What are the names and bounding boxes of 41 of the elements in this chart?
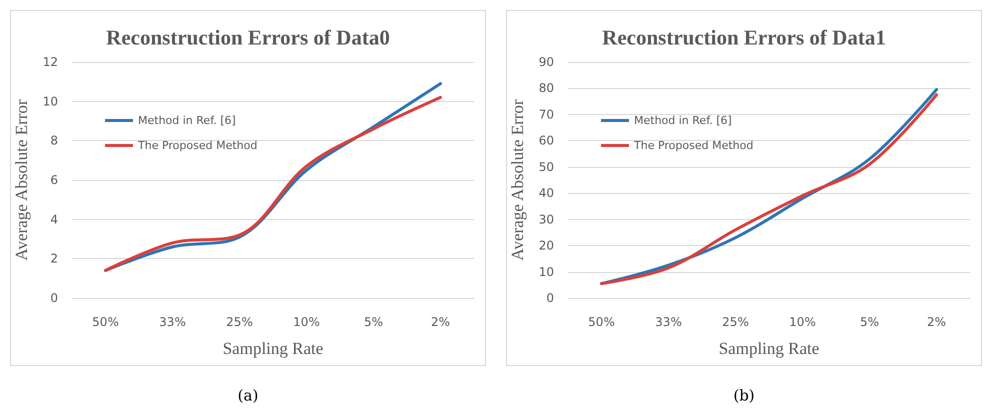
y-tick-label: 0 — [50, 291, 58, 305]
x-tick-label: 33% — [159, 315, 186, 329]
legend-label: The Proposed Method — [633, 139, 754, 152]
x-tick-label: 50% — [588, 315, 615, 329]
y-tick-label: 80 — [538, 81, 554, 96]
x-tick-label: 2% — [926, 315, 946, 329]
y-tick-label: 50 — [538, 160, 554, 174]
x-tick-label: 25% — [226, 315, 253, 329]
text: (a) — [238, 386, 258, 404]
chart-title: Reconstruction Errors of Data1 — [602, 26, 886, 50]
y-tick-label: 20 — [538, 238, 554, 253]
legend-label: The Proposed Method — [137, 139, 258, 152]
y-axis-title: Average Absolute Error — [508, 99, 527, 261]
text: (b) — [733, 386, 755, 404]
x-tick-label: 2% — [430, 315, 450, 329]
y-tick-label: 8 — [50, 134, 58, 148]
x-tick-label: 25% — [722, 315, 749, 329]
legend-label: Method in Ref. [6] — [138, 114, 236, 127]
x-tick-label: 5% — [860, 315, 880, 329]
x-tick-label: 10% — [789, 315, 816, 329]
x-axis-title: Sampling Rate — [718, 339, 820, 358]
x-tick-label: 50% — [92, 315, 119, 329]
y-tick-label: 12 — [42, 55, 58, 69]
y-tick-label: 40 — [538, 186, 554, 200]
y-tick-label: 2 — [50, 252, 58, 266]
y-tick-label: 60 — [538, 134, 554, 148]
y-axis-title: Average Absolute Error — [12, 99, 31, 261]
x-tick-label: 33% — [655, 315, 682, 329]
y-tick-label: 6 — [50, 173, 58, 187]
legend-label: Method in Ref. [6] — [634, 114, 732, 127]
y-tick-label: 30 — [538, 212, 554, 226]
y-tick-label: 70 — [538, 107, 554, 122]
x-tick-label: 5% — [364, 315, 384, 329]
y-tick-label: 0 — [546, 291, 554, 305]
y-tick-label: 4 — [50, 212, 58, 226]
y-tick-label: 90 — [538, 55, 554, 69]
y-tick-label: 10 — [42, 94, 58, 108]
chart-title: Reconstruction Errors of Data0 — [106, 26, 390, 50]
x-tick-label: 10% — [293, 315, 320, 329]
y-tick-label: 10 — [538, 264, 554, 279]
x-axis-title: Sampling Rate — [222, 339, 324, 358]
